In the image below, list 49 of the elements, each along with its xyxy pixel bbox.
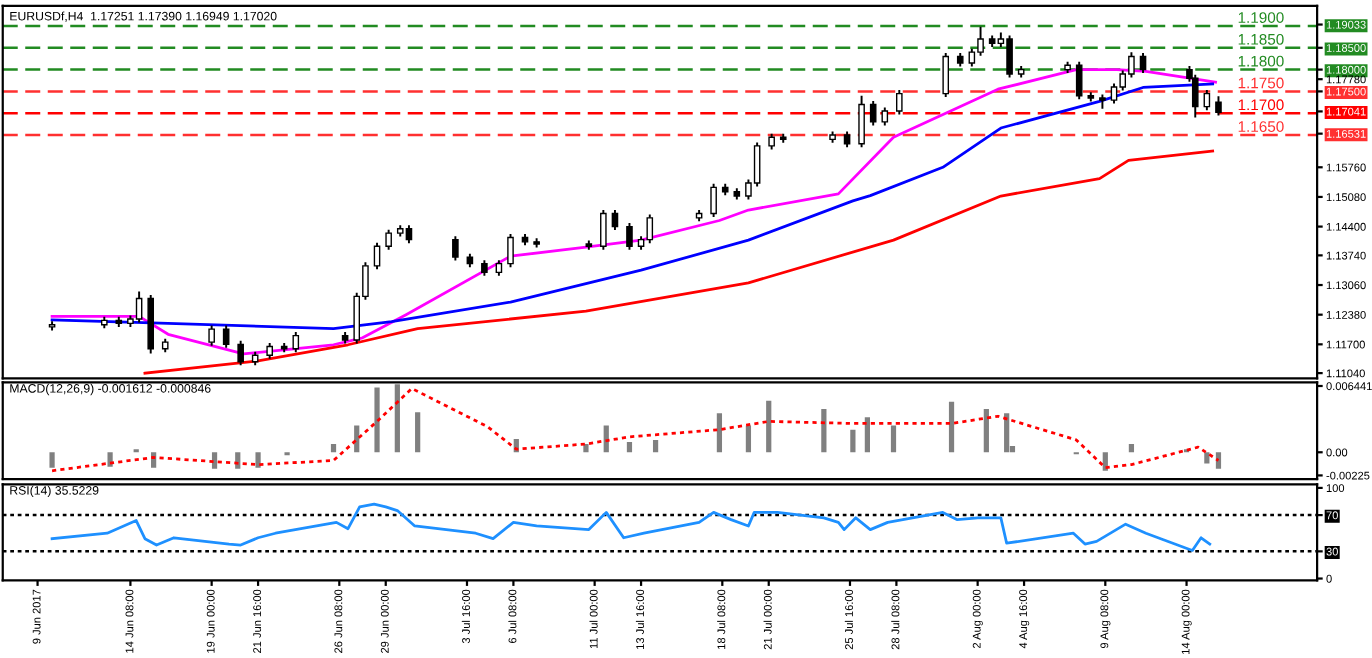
bar <box>211 452 218 469</box>
bar <box>583 444 589 453</box>
bar <box>415 412 421 453</box>
bar <box>626 441 633 453</box>
bar <box>745 425 752 453</box>
candlestick <box>135 290 143 324</box>
bar <box>330 444 337 453</box>
bar <box>255 452 261 468</box>
bar <box>374 387 380 453</box>
line-series <box>143 149 1215 375</box>
candlestick <box>895 89 903 116</box>
bar <box>850 429 856 453</box>
candlestick <box>942 52 950 99</box>
bar <box>983 409 989 453</box>
candlestick <box>237 339 244 367</box>
candlestick <box>222 324 230 349</box>
bar <box>1004 413 1010 453</box>
candlestick <box>373 241 381 271</box>
bar <box>49 452 55 468</box>
bar <box>1215 452 1222 469</box>
candlestick <box>385 228 392 251</box>
bar <box>948 401 955 453</box>
bar <box>1204 452 1210 464</box>
bar <box>864 417 870 453</box>
candlestick <box>208 324 215 347</box>
candlestick <box>858 94 865 149</box>
candlestick <box>1191 73 1199 119</box>
candlestick <box>292 331 300 354</box>
candlestick <box>646 213 654 245</box>
candlestick <box>626 222 633 251</box>
line-series <box>50 502 1212 552</box>
bar <box>394 384 400 453</box>
bar <box>821 409 827 453</box>
bar <box>107 452 113 467</box>
candlestick <box>1075 60 1083 101</box>
candlestick <box>1006 34 1013 79</box>
bar <box>1128 444 1135 453</box>
candlestick <box>869 100 877 127</box>
candlestick <box>1215 95 1222 117</box>
bar <box>766 400 772 453</box>
bar <box>1102 452 1108 471</box>
bar <box>890 425 897 453</box>
bar <box>716 413 723 453</box>
candlestick <box>710 182 717 218</box>
candlestick <box>507 233 514 269</box>
candlestick <box>977 25 984 57</box>
candlestick <box>600 209 607 251</box>
candlestick <box>452 235 459 262</box>
bar <box>652 439 659 453</box>
